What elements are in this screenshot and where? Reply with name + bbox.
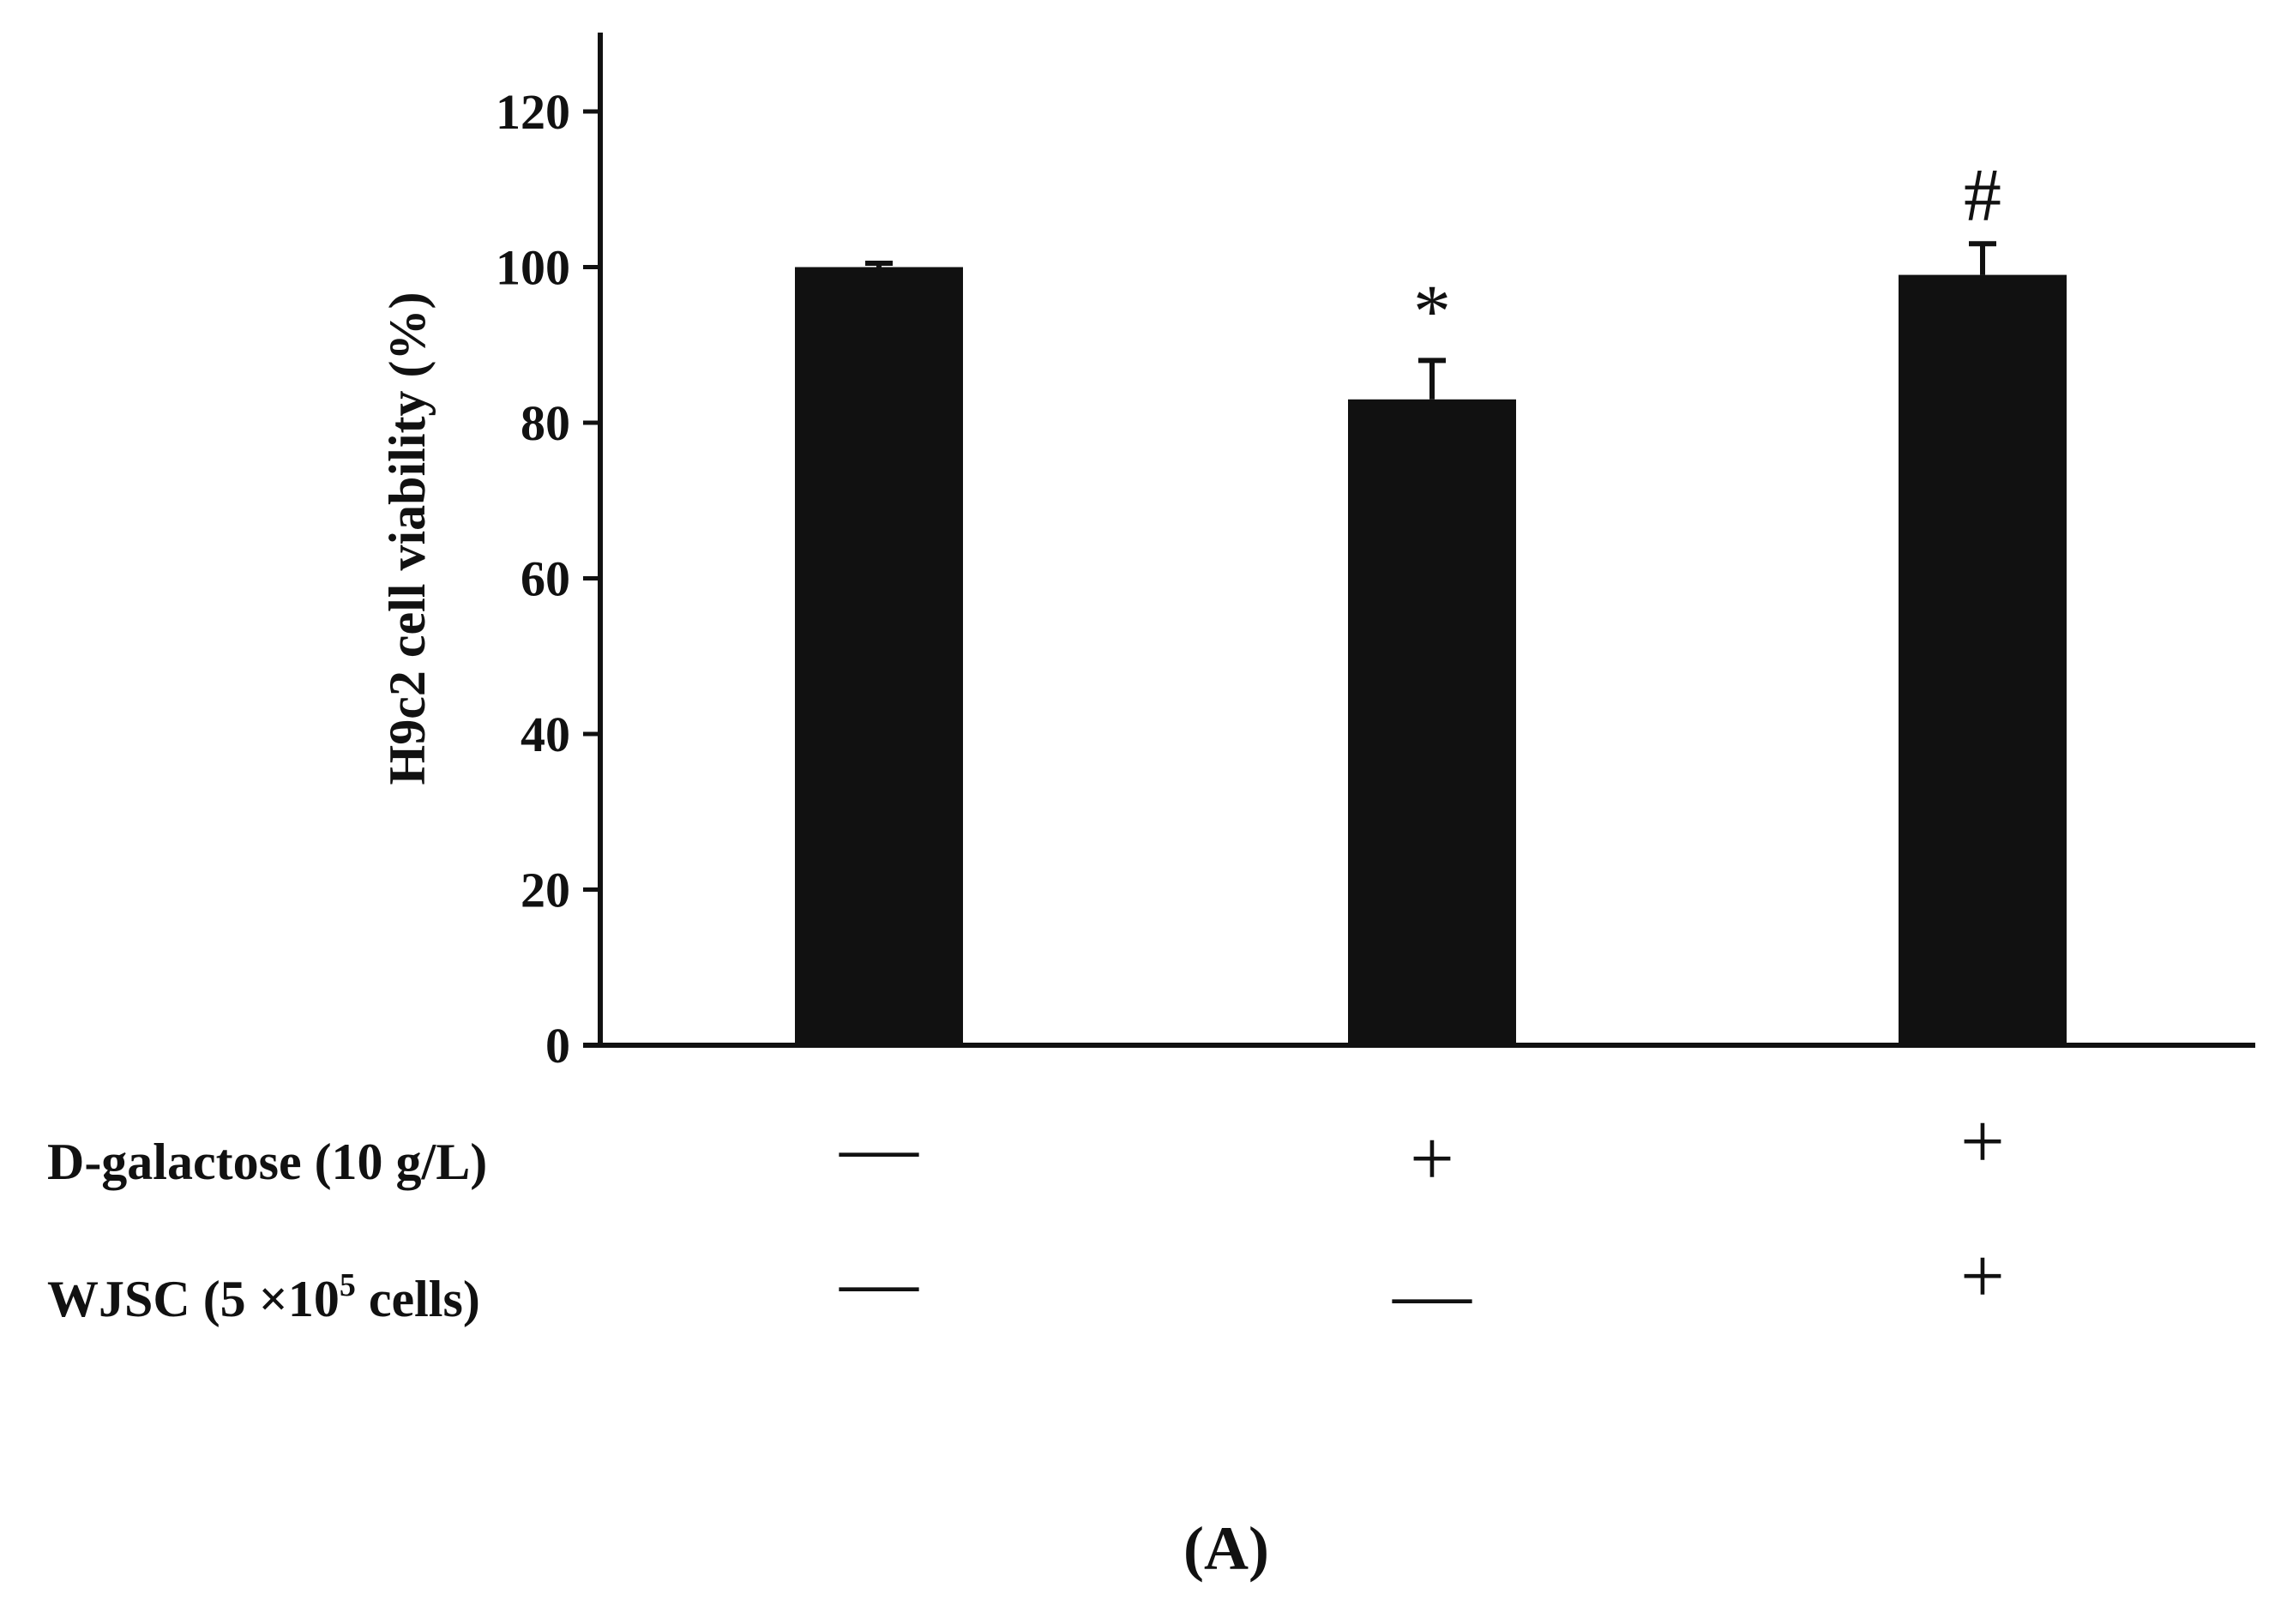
bar [1899, 274, 2067, 1045]
y-tick-label: 100 [496, 240, 570, 296]
wjsc-label-tail: cells) [356, 1271, 480, 1327]
treatment-sign: — [839, 1237, 919, 1325]
y-tick-label: 60 [521, 551, 570, 607]
treatment-label-d-galactose: D-galactose (10 g/L) [47, 1134, 487, 1190]
y-tick-label: 0 [545, 1018, 570, 1074]
y-axis-title: H9c2 cell viability (%) [379, 292, 436, 785]
y-tick-label: 20 [521, 863, 570, 918]
significance-mark: # [1964, 153, 2001, 237]
bar [1348, 399, 1516, 1045]
y-tick-label: 80 [521, 395, 570, 451]
panel-label: (A) [1183, 1514, 1269, 1583]
y-axis: 0 20 40 60 80 100 120 [496, 33, 603, 1074]
treatment-label-wjsc: WJSC (5 ×105 cells) [47, 1267, 480, 1327]
treatment-sign: + [1960, 1098, 2005, 1185]
treatment-sign: — [839, 1103, 919, 1190]
y-tick-label: 40 [521, 707, 570, 762]
treatment-sign: + [1960, 1232, 2005, 1320]
wjsc-label-exponent: 5 [340, 1267, 356, 1303]
wjsc-label-main: WJSC (5 ×10 [47, 1271, 340, 1327]
bar [795, 267, 963, 1045]
treatment-sign: — [1392, 1249, 1472, 1337]
y-ticks: 0 20 40 60 80 100 120 [496, 84, 600, 1074]
y-tick-label: 120 [496, 84, 570, 140]
treatment-table: D-galactose (10 g/L) WJSC (5 ×105 cells)… [47, 1098, 2005, 1337]
bars: *# [795, 153, 2067, 1045]
treatment-sign: + [1410, 1115, 1454, 1202]
significance-mark: * [1413, 270, 1451, 353]
